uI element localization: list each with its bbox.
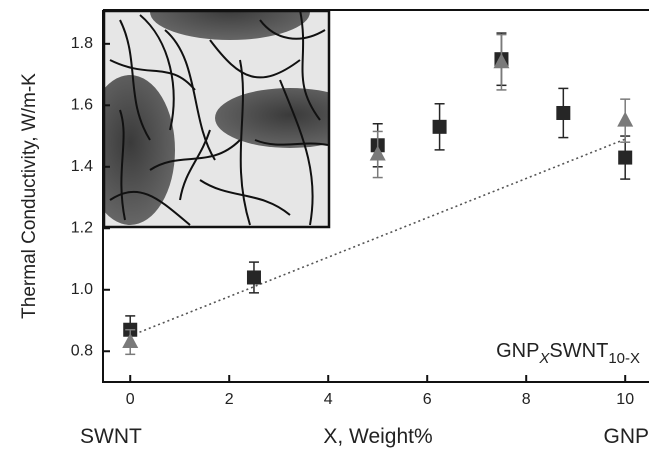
y-tick-label: 1.6 [71, 97, 93, 114]
y-tick-label: 1.8 [71, 35, 93, 52]
y-tick-label: 1.4 [71, 158, 93, 175]
marker-square [556, 105, 571, 120]
x-tick-label: 4 [324, 391, 333, 408]
annotation-part: X [538, 350, 550, 367]
x-end-label: SWNT [80, 425, 142, 448]
annotation-part: GNP [496, 340, 539, 362]
marker-triangle [369, 145, 386, 161]
annotation-part: 10-X [608, 350, 640, 367]
trend-line [129, 138, 626, 337]
y-tick-label: 1.0 [71, 281, 93, 298]
y-axis-title: Thermal Conductivity, W/m-K [19, 73, 40, 319]
x-end-label: GNP [603, 425, 649, 448]
y-tick-label: 1.2 [71, 219, 93, 236]
x-axis-title: X, Weight% [323, 425, 432, 448]
x-tick-label: 6 [423, 391, 432, 408]
marker-square [618, 150, 633, 165]
marker-square [432, 119, 447, 134]
x-tick-label: 8 [522, 391, 531, 408]
marker-square [246, 270, 261, 285]
marker-triangle [122, 333, 139, 349]
inset-image [102, 9, 331, 229]
x-tick-label: 2 [225, 391, 234, 408]
marker-triangle [493, 53, 510, 69]
y-tick-label: 0.8 [71, 342, 93, 359]
annotation: GNPXSWNT10-X [496, 340, 640, 367]
x-tick-label: 10 [616, 391, 634, 408]
x-tick-label: 0 [126, 391, 135, 408]
annotation-part: SWNT [549, 340, 608, 362]
marker-triangle [617, 111, 634, 127]
